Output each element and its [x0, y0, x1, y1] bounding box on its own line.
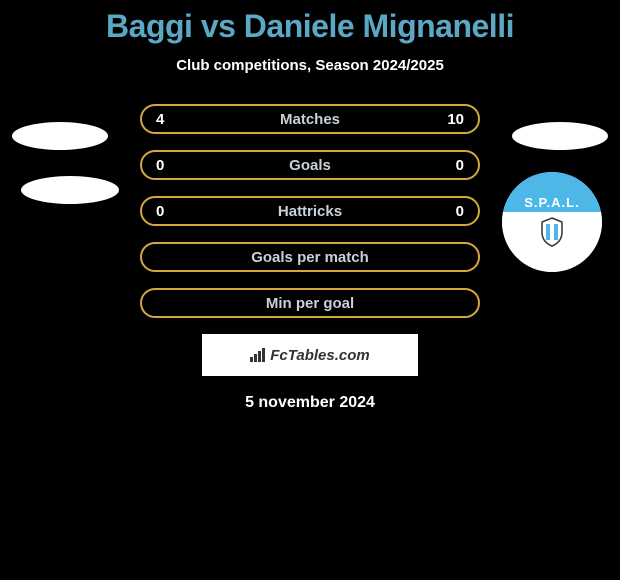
date-text: 5 november 2024 [0, 394, 620, 412]
stat-label: Matches [176, 111, 444, 128]
chart-icon [250, 348, 266, 362]
stat-pill: 0 Hattricks 0 [140, 196, 480, 226]
stat-left-value: 0 [156, 203, 176, 220]
stat-right-value: 0 [444, 157, 464, 174]
stat-row-goals-per-match: Goals per match [0, 242, 620, 272]
stat-left-value: 4 [156, 111, 176, 128]
fctables-brand-box: FcTables.com [202, 334, 418, 376]
stat-label: Hattricks [176, 203, 444, 220]
stats-container: 4 Matches 10 0 Goals 0 0 Hattricks 0 Goa… [0, 104, 620, 318]
stat-pill: 0 Goals 0 [140, 150, 480, 180]
stat-right-value: 0 [444, 203, 464, 220]
stat-label: Min per goal [156, 295, 464, 312]
stat-pill: Min per goal [140, 288, 480, 318]
page-title: Baggi vs Daniele Mignanelli [0, 0, 620, 45]
stat-row-goals: 0 Goals 0 [0, 150, 620, 180]
stat-left-value: 0 [156, 157, 176, 174]
stat-label: Goals [176, 157, 444, 174]
fctables-text: FcTables.com [270, 347, 369, 364]
subtitle: Club competitions, Season 2024/2025 [0, 57, 620, 74]
stat-row-hattricks: 0 Hattricks 0 [0, 196, 620, 226]
stat-pill: 4 Matches 10 [140, 104, 480, 134]
stat-row-matches: 4 Matches 10 [0, 104, 620, 134]
stat-pill: Goals per match [140, 242, 480, 272]
stat-label: Goals per match [156, 249, 464, 266]
stat-row-min-per-goal: Min per goal [0, 288, 620, 318]
stat-right-value: 10 [444, 111, 464, 128]
